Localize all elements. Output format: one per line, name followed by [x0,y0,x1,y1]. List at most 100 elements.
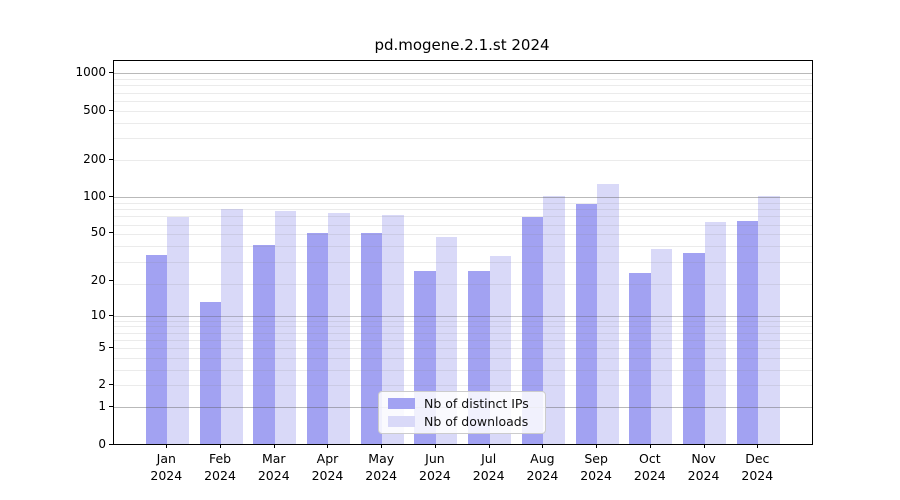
x-tick-label-nov: Nov 2024 [672,451,736,484]
y-tick-label: 1 [98,399,106,414]
legend-item-distinct-ips: Nb of distinct IPs [388,396,536,411]
y-tick-label: 10 [90,307,106,322]
gridline-minor [114,348,812,350]
x-axis-tick [542,444,544,448]
x-tick-label-mar: Mar 2024 [242,451,306,484]
y-tick-label: 200 [83,151,106,166]
x-tick-label-oct: Oct 2024 [618,451,682,484]
gridline-minor [114,73,812,75]
x-axis-tick [220,444,222,448]
x-tick-label-jan: Jan 2024 [134,451,198,484]
gridline-minor [114,85,812,87]
gridline-minor [114,234,812,236]
y-tick-label: 20 [90,272,106,287]
x-tick-label-jul: Jul 2024 [457,451,521,484]
bar-distinct-ips-oct [629,273,651,444]
y-tick-label: 100 [83,188,106,203]
x-tick-label-may: May 2024 [349,451,413,484]
gridline-minor [114,122,812,124]
gridline-minor [114,110,812,112]
gridline-minor [114,283,812,285]
gridline-minor [114,216,812,218]
y-axis-tick [109,384,113,386]
x-axis-tick [166,444,168,448]
x-tick-label-aug: Aug 2024 [510,451,574,484]
gridline-minor [114,79,812,81]
y-axis-tick [109,158,113,160]
x-axis-tick [649,444,651,448]
bar-downloads-apr [328,212,350,444]
x-tick-year: 2024 [580,467,613,483]
legend-swatch-distinct-ips [388,398,415,410]
y-axis-tick [109,109,113,111]
x-tick-month: Oct [639,451,661,466]
bar-downloads-aug [543,196,565,444]
chart-title: pd.mogene.2.1.st 2024 [374,36,550,54]
x-tick-year: 2024 [257,467,290,483]
x-tick-year: 2024 [311,467,344,483]
y-axis-tick [109,314,113,316]
y-axis-tick [109,279,113,281]
gridline-minor [114,326,812,328]
gridline-minor [114,246,812,248]
legend-swatch-downloads [388,415,415,427]
bar-downloads-dec [758,196,780,444]
gridline-major [114,315,812,317]
x-tick-month: Apr [316,451,339,466]
bar-downloads-may [382,215,404,444]
y-axis-tick [109,347,113,349]
x-tick-month: Aug [530,451,555,466]
x-tick-year: 2024 [204,467,236,483]
x-tick-month: Nov [691,451,716,466]
x-tick-year: 2024 [633,467,666,483]
x-tick-month: Jul [481,451,497,466]
x-tick-label-dec: Dec 2024 [725,451,789,484]
x-tick-year: 2024 [472,467,505,483]
gridline-minor [114,358,812,360]
gridline-minor [114,370,812,372]
bar-distinct-ips-may [360,232,383,444]
x-tick-year: 2024 [150,467,183,483]
gridline-minor [114,332,812,334]
bar-downloads-feb [221,209,243,444]
gridline-major [114,196,812,198]
x-tick-month: May [368,451,395,466]
x-tick-label-jun: Jun 2024 [403,451,467,484]
bar-downloads-jan [167,217,189,444]
gridline-minor [114,202,812,204]
x-axis-tick [596,444,598,448]
bar-distinct-ips-apr [306,232,329,444]
gridline-minor [114,159,812,161]
bar-distinct-ips-nov [683,253,705,444]
legend: Nb of distinct IPs Nb of downloads [378,391,546,434]
bar-downloads-oct [650,248,673,444]
x-tick-label-feb: Feb 2024 [188,451,252,484]
x-tick-label-apr: Apr 2024 [295,451,359,484]
x-axis-tick [381,444,383,448]
x-tick-year: 2024 [419,467,451,483]
x-tick-label-sep: Sep 2024 [564,451,628,484]
y-tick-label: 0 [98,436,106,451]
gridline-minor [114,138,812,140]
x-tick-month: Dec [745,451,770,466]
gridline-minor [114,261,812,263]
gridline-minor [114,197,812,199]
x-axis-tick [434,444,436,448]
x-axis-tick [703,444,705,448]
x-tick-month: Mar [261,451,286,466]
bar-downloads-sep [597,184,619,444]
x-axis-tick [273,444,275,448]
x-tick-month: Feb [208,451,232,466]
y-tick-label: 500 [83,102,106,117]
x-tick-year: 2024 [687,467,720,483]
gridline-minor [114,100,812,102]
bar-downloads-nov [704,222,727,444]
gridline-major [114,73,812,75]
x-axis-tick [327,444,329,448]
x-axis-tick [488,444,490,448]
bar-distinct-ips-mar [253,244,275,444]
y-tick-label: 1000 [75,65,106,80]
x-axis-tick [757,444,759,448]
bar-distinct-ips-feb [199,302,222,444]
bar-downloads-mar [274,210,297,444]
